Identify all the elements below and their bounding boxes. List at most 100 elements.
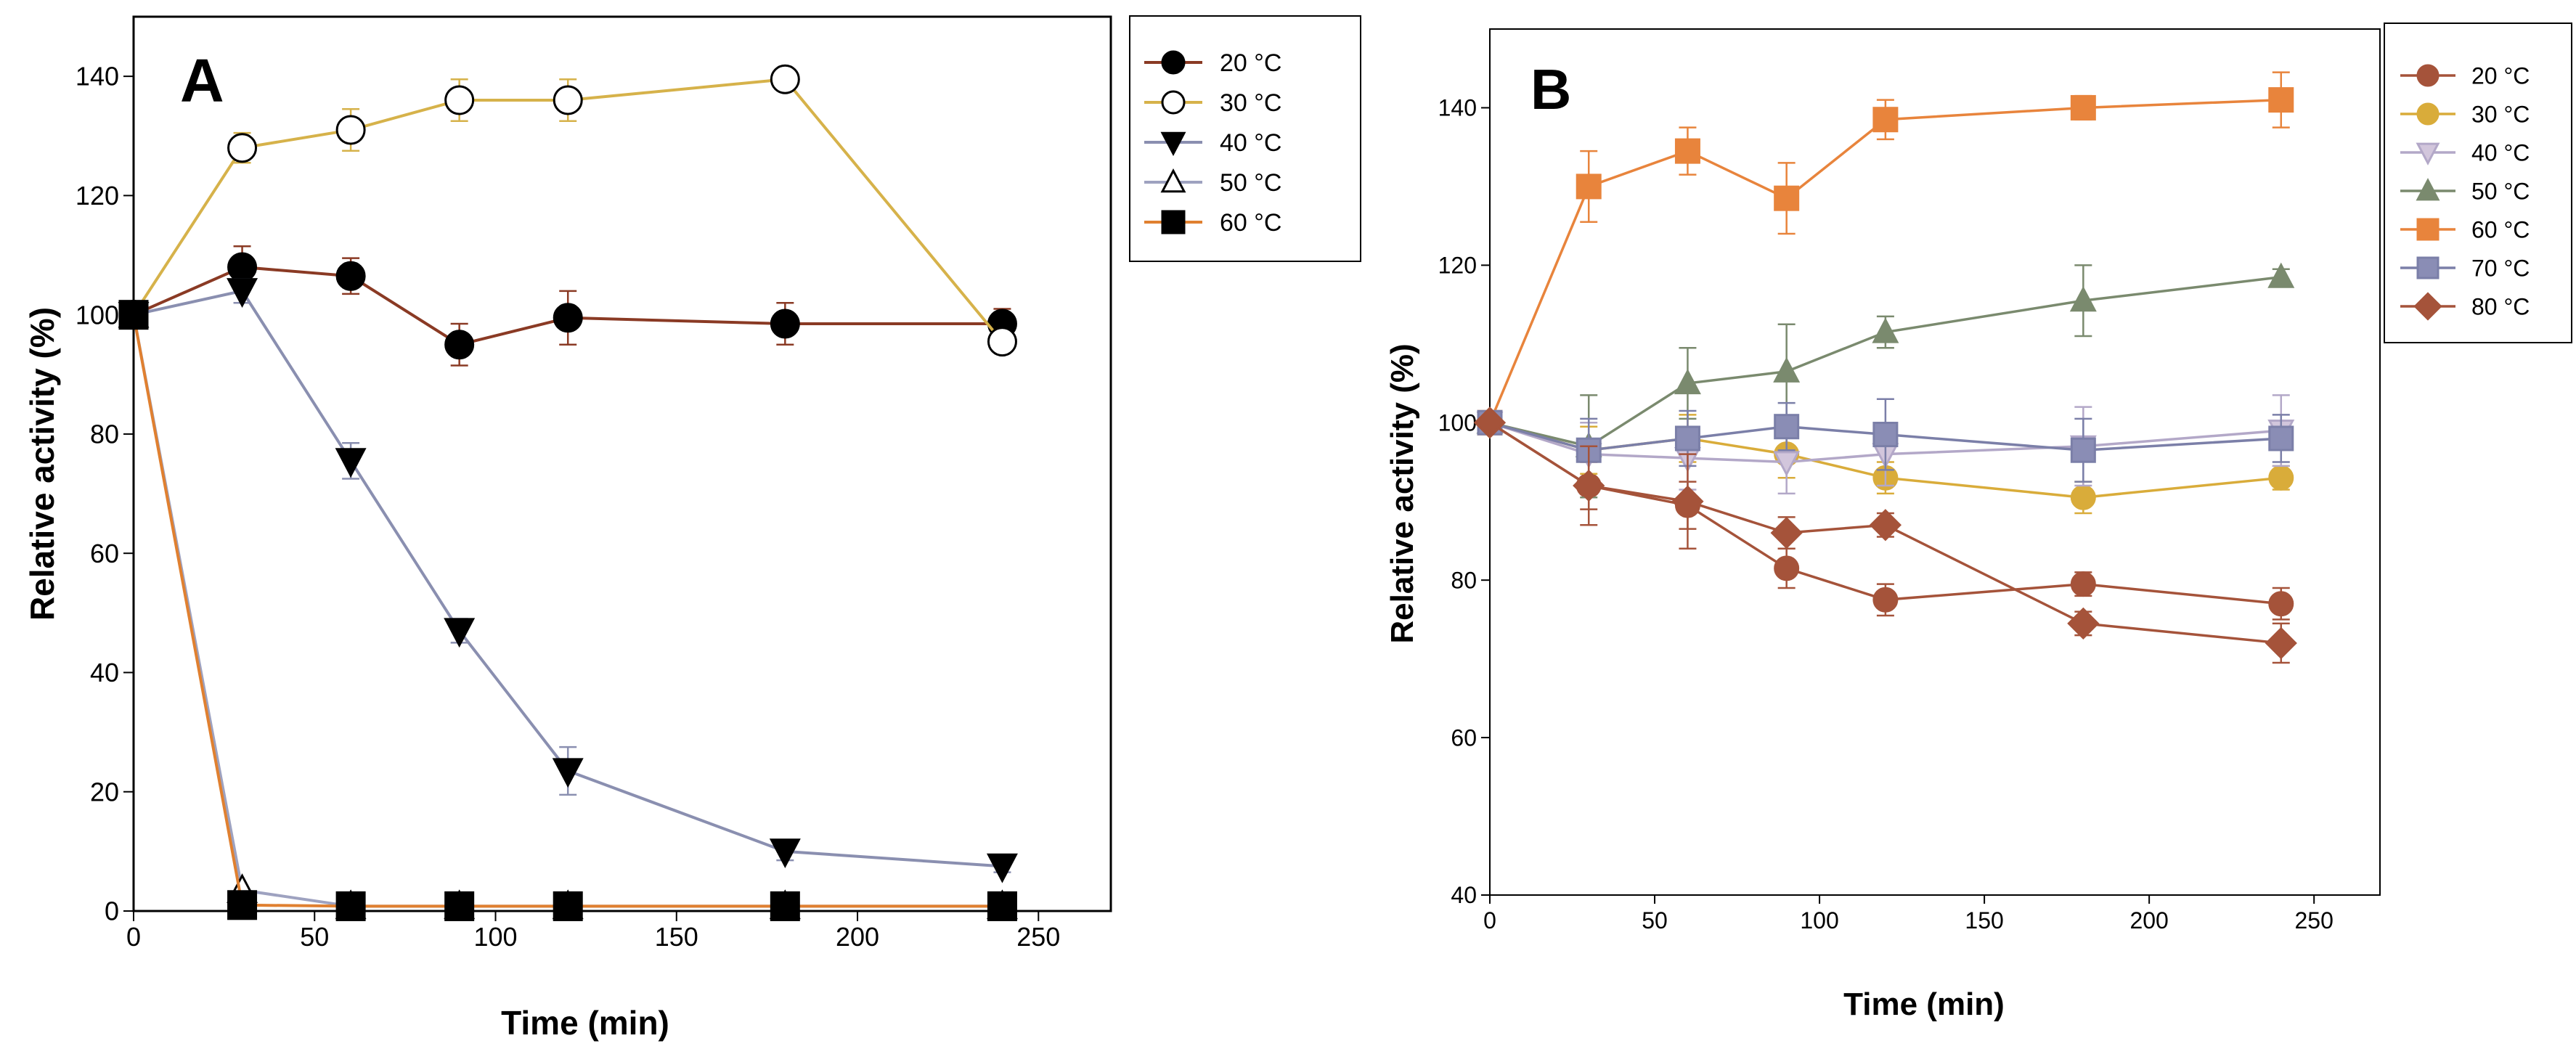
panel-b-series-50c-point (1872, 317, 1899, 343)
panel-a-legend-entry: 40 °C (1144, 129, 1281, 157)
panel-b-series-80c-point (1770, 516, 1803, 550)
panel-a-series-60c-point (987, 891, 1017, 921)
panel-a-y-tick-label: 80 (90, 420, 119, 449)
panel-a-series-30c-point (770, 64, 800, 94)
panel-a-series-60c-point (335, 891, 366, 921)
panel-a-series-60c-line (132, 314, 1003, 908)
panel-a-y-tick-label: 120 (76, 181, 119, 211)
panel-a-x-axis-label: Time (min) (501, 1004, 669, 1042)
panel-a-legend-label: 50 °C (1220, 169, 1281, 197)
panel-b-x-tick-label: 250 (2294, 907, 2333, 934)
panel-a-series-30c-point (987, 327, 1017, 357)
panel-b-series-80c-point (1671, 485, 1704, 518)
panel-b-series-40c-point (1773, 451, 1801, 477)
panel-a-legend-entry: 30 °C (1144, 89, 1281, 117)
panel-b-legend-label: 40 °C (2471, 140, 2530, 166)
panel-a-x-tick-label: 0 (126, 922, 141, 952)
panel-a-legend-marker (1161, 90, 1186, 115)
panel-a-series-40c-point (986, 853, 1018, 883)
panel-b-letter: B (1530, 57, 1571, 121)
panel-b-legend-label: 70 °C (2471, 256, 2530, 282)
panel-b-series (1473, 71, 2297, 664)
panel-b-legend-entry: 70 °C (2400, 256, 2530, 282)
panel-a-legend: 20 °C 30 °C 40 °C 50 °C 60 °C (1129, 15, 1361, 262)
panel-a-series-40c-point (552, 758, 584, 788)
panel-b-x-axis-label: Time (min) (1843, 987, 2005, 1022)
panel-b-axes: 0 50 100 150 200 250 40 60 80 100 120 140 (1438, 95, 2334, 934)
panel-a-y-tick-label: 20 (90, 777, 119, 806)
panel-b-legend-entry: 50 °C (2400, 178, 2530, 205)
panel-a: 0 50 100 150 200 250 0 20 40 60 80 100 120 140 A Time… (23, 15, 1361, 1042)
panel-a-x-tick-label: 150 (655, 922, 698, 952)
panel-b-legend-marker (2416, 142, 2440, 166)
panel-a-x-tick-label: 200 (836, 922, 879, 952)
panel-b-legend-label: 60 °C (2471, 217, 2530, 243)
panel-b-series-20c-point (2070, 571, 2096, 597)
panel-a-legend-label: 30 °C (1220, 89, 1281, 117)
panel-b-series-60c-point (1674, 138, 1700, 164)
panel-a-legend-marker (1160, 131, 1186, 156)
panel-b-y-tick-label: 80 (1451, 567, 1477, 593)
panel-b-legend-marker (2416, 256, 2440, 279)
panel-a-y-tick-label: 0 (105, 896, 119, 926)
panel-b-y-tick-label: 60 (1451, 724, 1477, 751)
panel-b-series-80c-point (1869, 509, 1902, 542)
panel-b-y-axis-label: Relative activity (%) (1385, 343, 1420, 643)
panel-a-legend-entry: 60 °C (1144, 209, 1281, 237)
panel-a-series-40c (118, 278, 1018, 883)
panel-a-series-40c-point (444, 618, 476, 648)
panel-b-legend-entry: 40 °C (2400, 140, 2530, 166)
panel-b-series-50c-point (2069, 286, 2097, 312)
panel-b-series-50c-point (1674, 369, 1701, 395)
panel-b-x-tick-label: 50 (1642, 907, 1668, 934)
panel-b-series-80c-point (2067, 607, 2100, 640)
panel-a-axes: 0 50 100 150 200 250 0 20 40 60 80 100 120 140 (76, 62, 1060, 952)
panel-b-series-30c-point (2268, 465, 2294, 491)
panel-b-x-tick-label: 100 (1800, 907, 1838, 934)
panel-b-legend-marker (2416, 102, 2440, 126)
panel-b-series-80c-point (2265, 626, 2297, 660)
panel-a-series-40c-point (227, 278, 258, 308)
panel-b-legend-marker (2413, 292, 2442, 321)
panel-b-legend-entry: 60 °C (2400, 217, 2530, 243)
panel-a-y-tick-label: 100 (76, 300, 119, 330)
panel-a-series-50c-line (132, 314, 1003, 908)
panel-a-series-30c-point (444, 85, 475, 115)
panel-a-plot-frame (132, 15, 1112, 912)
panel-a-legend-label: 60 °C (1220, 209, 1281, 237)
panel-b-legend: 20 °C 30 °C 40 °C 50 °C 60 °C 70 °C 80 °C (2384, 23, 2572, 343)
panel-b-series-20c-point (1774, 555, 1800, 581)
panel-a-legend-marker (1161, 210, 1186, 234)
panel-b-legend-marker (2416, 178, 2440, 201)
panel-a-legend-marker (1161, 50, 1186, 75)
panel-b-series-50c-point (2267, 262, 2295, 288)
panel-b-series-70c-point (1674, 425, 1700, 452)
panel-a-legend-label: 20 °C (1220, 49, 1281, 77)
panel-a-y-tick-label: 140 (76, 62, 119, 91)
panel-b-series-60c-point (2268, 87, 2294, 113)
panel-b-legend-entry: 80 °C (2400, 292, 2530, 321)
panel-a-legend-label: 40 °C (1220, 129, 1281, 157)
panel-b-y-tick-label: 100 (1438, 409, 1477, 436)
panel-a-series-60c-point (770, 891, 800, 921)
panel-a-legend-marker (1160, 168, 1186, 193)
panel-b-y-tick-label: 40 (1451, 882, 1477, 908)
panel-a-series-30c-point (227, 133, 258, 163)
panel-b-series-70c-point (2268, 425, 2294, 452)
panel-b-legend-label: 80 °C (2471, 294, 2530, 320)
panel-b-series-70c-point (1872, 422, 1899, 448)
panel-b-legend-marker (2416, 64, 2440, 87)
panel-a-y-tick-label: 40 (90, 658, 119, 687)
panel-b-series-20c-point (2268, 591, 2294, 617)
panel-b-series-60c-point (1774, 185, 1800, 211)
panel-b-series-70c-point (2070, 437, 2096, 463)
panel-b: 0 50 100 150 200 250 40 60 80 100 120 140 B Time (m… (1385, 23, 2572, 1022)
panel-a-x-tick-label: 50 (300, 922, 329, 952)
panel-b-series-60c-point (1872, 107, 1899, 133)
panel-a-series-40c-point (335, 448, 367, 478)
panel-b-series-80c (1473, 407, 2297, 664)
panel-a-series-60c-point (227, 890, 258, 920)
panel-b-series-60c-line (1488, 98, 2281, 423)
panel-b-y-tick-label: 140 (1438, 95, 1477, 121)
